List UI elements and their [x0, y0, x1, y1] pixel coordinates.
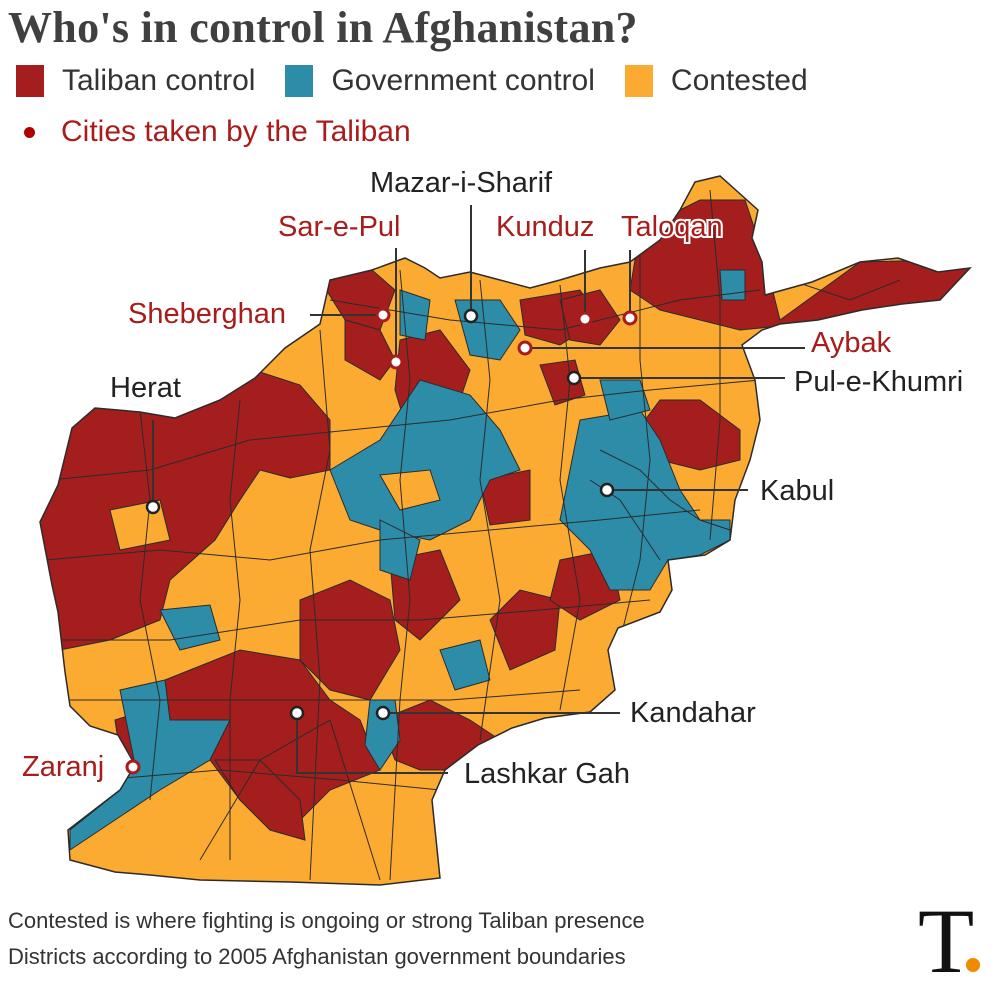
- legend-dot-icon: [24, 126, 35, 138]
- legend-swatch-government: [285, 65, 314, 97]
- city-markers: [125, 307, 638, 775]
- legend-cities-taken-label: Cities taken by the Taliban: [61, 115, 411, 148]
- boundary-line: [58, 599, 651, 641]
- district-boundaries: [44, 189, 901, 881]
- boundary-line: [789, 279, 901, 301]
- city-marker-mazar: [463, 308, 479, 324]
- legend-item-contested: Contested: [624, 64, 808, 98]
- region-gov-east: [599, 379, 651, 421]
- region-gov-mazar: [399, 289, 431, 341]
- boundary-line: [229, 399, 241, 860]
- leader-lines: [152, 205, 805, 774]
- boundary-line: [389, 269, 411, 881]
- city-marker-zaranj: [125, 759, 141, 775]
- city-label-mazar: Mazar-i-Sharif: [370, 167, 553, 199]
- legend-label-taliban: Taliban control: [62, 64, 256, 97]
- city-marker-herat: [145, 499, 161, 515]
- city-marker-aybak: [517, 340, 533, 356]
- boundary-line: [329, 289, 761, 331]
- boundary-line: [44, 509, 701, 561]
- city-label-taloqan: Taloqan: [621, 211, 723, 243]
- region-gov-central: [329, 379, 521, 541]
- city-label-sheberghan: Sheberghan: [128, 298, 286, 330]
- city-marker-sarepul: [388, 354, 404, 370]
- legend-swatch-taliban: [16, 65, 44, 97]
- boundary-line: [479, 279, 501, 741]
- leader-lashkargah: [296, 713, 448, 774]
- footnote-boundaries: Districts according to 2005 Afghanistan …: [8, 944, 626, 969]
- legend-item-taliban: Taliban control: [16, 64, 255, 98]
- city-marker-kabul: [599, 482, 615, 498]
- city-label-kandahar: Kandahar: [630, 697, 756, 729]
- city-label-lashkargah: Lashkar Gah: [464, 758, 630, 790]
- city-label-kunduz: Kunduz: [496, 211, 594, 243]
- legend-item-government: Government control: [285, 64, 595, 98]
- city-labels: Mazar-i-Sharif Sar-e-Pul Kunduz Taloqan …: [20, 165, 965, 792]
- region-contested-center: [379, 469, 441, 511]
- region-gov-center-south: [439, 639, 491, 691]
- district-regions: [40, 176, 970, 885]
- city-marker-taloqan: [622, 310, 638, 326]
- city-label-zaranj: Zaranj: [22, 751, 104, 783]
- legend-label-contested: Contested: [670, 64, 808, 97]
- map-title: Who's in control in Afghanistan?: [8, 3, 638, 52]
- footnote-contested: Contested is where fighting is ongoing o…: [8, 908, 645, 933]
- boundary-line: [309, 329, 331, 881]
- city-marker-kunduz: [577, 311, 593, 327]
- boundary-line: [139, 409, 161, 801]
- boundary-line: [199, 719, 381, 881]
- city-label-sarepul: Sar-e-Pul: [278, 211, 401, 243]
- region-taliban-sheberghan: [344, 319, 396, 381]
- city-label-kabul: Kabul: [760, 475, 834, 507]
- boundary-line: [70, 689, 581, 701]
- publisher-logo: T: [918, 890, 975, 992]
- region-gov-center-west: [379, 519, 421, 581]
- city-label-pulekhumri: Pul-e-Khumri: [794, 366, 963, 398]
- legend-cities-taken: Cities taken by the Taliban: [24, 115, 411, 149]
- boundary-line: [49, 379, 761, 481]
- legend-label-government: Government control: [331, 64, 595, 97]
- city-marker-sheberghan: [375, 307, 391, 323]
- city-marker-lashkargah: [289, 705, 305, 721]
- city-label-aybak: Aybak: [811, 327, 892, 359]
- legend: Taliban control Government control Conte…: [16, 64, 838, 98]
- publisher-logo-dot: [966, 958, 980, 972]
- region-taliban-center-1: [479, 469, 531, 526]
- boundary-line: [709, 189, 721, 541]
- city-marker-kandahar: [375, 705, 391, 721]
- boundary-line: [99, 769, 441, 791]
- boundary-line: [619, 250, 651, 641]
- city-label-herat: Herat: [110, 372, 181, 404]
- legend-swatch-contested: [624, 65, 653, 97]
- boundary-line: [599, 449, 731, 531]
- region-gov-northeast: [719, 269, 746, 301]
- city-marker-pulekhumri: [566, 370, 582, 386]
- region-taliban-central-south: [299, 579, 401, 701]
